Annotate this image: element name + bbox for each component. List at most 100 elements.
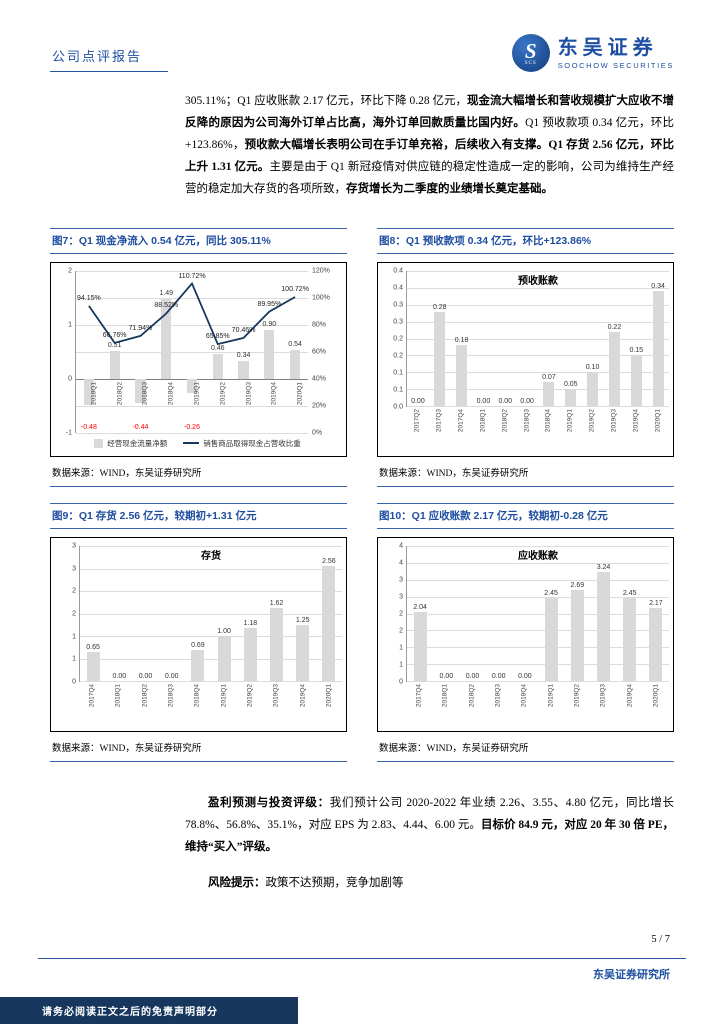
bar [543,382,555,406]
y-tick-label: 0 [68,375,72,383]
brand-text: 东吴证券 SOOCHOW SECURITIES [558,37,674,70]
risk-note: 风险提示：政策不达预期，竞争加剧等 [185,872,674,894]
bar-value-label: 0.00 [411,398,425,405]
footer-rule [38,958,686,959]
bar [161,298,172,379]
bar-value-label: 1.49 [159,289,174,297]
bar-value-label: 2.17 [649,599,663,607]
y-tick-label: 0.4 [393,284,403,292]
bar-value-label: 0.22 [607,323,622,331]
x-tick-label: 2018Q4 [544,409,552,433]
figure-10: 图10：Q1 应收账款 2.17 亿元，较期初-0.28 亿元 4 4 3 3 2 2 1 1… [377,503,674,762]
y-tick-label: 0% [312,429,323,437]
bar-value-label: 0.00 [138,673,153,680]
x-tick-label: 2019Q1 [193,381,201,406]
x-tick-label: 2019Q3 [245,381,253,406]
intro-paragraph: 305.11%；Q1 应收账款 2.17 亿元，环比下降 0.28 亿元，现金流… [185,90,674,200]
gridline [407,562,669,564]
bar [135,379,146,403]
gridline [80,681,342,682]
y-axis-right: 120% 100% 80% 60% 40% 20% 0% [308,267,342,437]
gridline [76,352,308,353]
bar-value-label: 0.07 [542,374,556,382]
legend-item-line: 销售商品取得现金占营收比重 [183,438,301,449]
summary-paragraph: 盈利预测与投资评级：我们预计公司 2020-2022 年业绩 2.26、3.55… [185,792,674,858]
bar-value-label: -0.48 [80,424,97,431]
y-tick-label: 0.2 [393,352,403,360]
figure-10-source: 数据来源：WIND，东吴证券研究所 [377,738,674,762]
gridline [407,630,669,632]
bar [544,598,558,681]
bar-swatch-icon [94,438,104,448]
text-segment: Q1 存货 2.56 亿元，环比上升 1.31 亿元。 [185,139,674,173]
x-axis-labels: 2017Q4 2018Q1 2018Q2 2018Q3 2018Q4 2019Q1 2019… [406,682,669,728]
bar [264,330,275,379]
x-tick-label: 2019Q2 [573,684,581,708]
bar [238,360,249,379]
report-type-label: 公司点评报告 [50,46,169,72]
bar [186,379,198,394]
y-tick-label: 0.0 [393,403,403,411]
gridline [407,406,669,407]
bar-value-label: 0.00 [491,673,506,680]
bar-value-label: 1.00 [217,628,231,636]
gridline [80,568,342,570]
y-tick-label: 120% [312,267,330,275]
brand-name-cn: 东吴证券 [557,36,658,59]
x-axis-labels: 2017Q4 2018Q1 2018Q2 2018Q3 2018Q4 2019Q1 2019… [79,682,342,728]
bar-value-label: 0.00 [112,673,127,680]
y-tick-label: 2 [68,267,72,275]
gridline [76,433,308,434]
y-axis: 4 4 3 3 2 2 1 1 0 [380,542,406,686]
text-segment: 盈利预测与投资评级： [208,797,330,809]
y-tick-label: 1 [72,633,76,641]
gridline [407,304,669,306]
bar [413,612,427,681]
institute-label: 东吴证券研究所 [593,969,670,981]
bar [289,349,301,379]
gridline [407,321,669,323]
y-tick-label: 0.2 [393,335,403,343]
x-tick-label: 2019Q1 [220,684,228,708]
y-tick-label: 1 [72,655,76,663]
bar-value-label: -0.26 [184,424,200,431]
y-axis: 3 3 2 2 1 1 0 [53,543,79,686]
gridline [407,372,669,374]
bar [296,624,310,681]
x-tick-label: 2018Q2 [141,684,149,708]
x-tick-label: 2018Q2 [116,381,124,406]
x-tick-label: 2020Q1 [654,409,662,433]
bar-value-label: 0.69 [191,641,205,649]
charts-grid: 图7：Q1 现金净流入 0.54 亿元，同比 305.11% 2 1 0 -1 -0.4… [50,228,674,762]
gridline [80,636,342,637]
bar [322,565,336,681]
y-tick-label: -1 [65,429,72,437]
figure-9-source: 数据来源：WIND，东吴证券研究所 [50,738,347,762]
bar-value-label: 0.65 [86,643,100,651]
bar-value-label: 0.00 [520,398,534,405]
legend-item-bar: 经营现金流量净额 [94,438,167,449]
legend-label: 销售商品取得现金占营收比重 [203,438,301,448]
bar-value-label: 0.90 [262,321,277,329]
figure-7-source: 数据来源：WIND，东吴证券研究所 [50,463,347,487]
x-tick-label: 2019Q4 [299,684,307,708]
x-tick-label: 2019Q2 [588,409,596,433]
bar [212,354,223,379]
plot-area: 存货 0.65 0.00 0.00 0.00 0.69 1.00 1.18 1.62 1.25 2.… [79,546,342,682]
y-axis-left: 2 1 0 -1 [53,267,75,437]
y-tick-label: 0 [72,678,76,686]
gridline [80,613,342,615]
bar-value-label: 0.15 [629,347,644,355]
disclaimer-bar: 请务必阅读正文之后的免责声明部分 [0,997,298,1024]
gridline [80,658,342,660]
figure-10-title: 图10：Q1 应收账款 2.17 亿元，较期初-0.28 亿元 [377,503,674,529]
bar-value-label: 0.00 [476,398,491,405]
figure-10-chart: 4 4 3 3 2 2 1 1 0 应收账款 2.04 0.00 0.00 0.00 0.00 2.45 2.6… [377,537,674,732]
bar-value-label: 0.00 [518,673,532,680]
y-tick-label: 1 [68,321,72,329]
gridline [407,579,669,581]
y-tick-label: 4 [399,542,403,550]
bar [565,389,577,406]
bar [630,355,642,406]
x-tick-label: 2018Q2 [501,409,509,433]
